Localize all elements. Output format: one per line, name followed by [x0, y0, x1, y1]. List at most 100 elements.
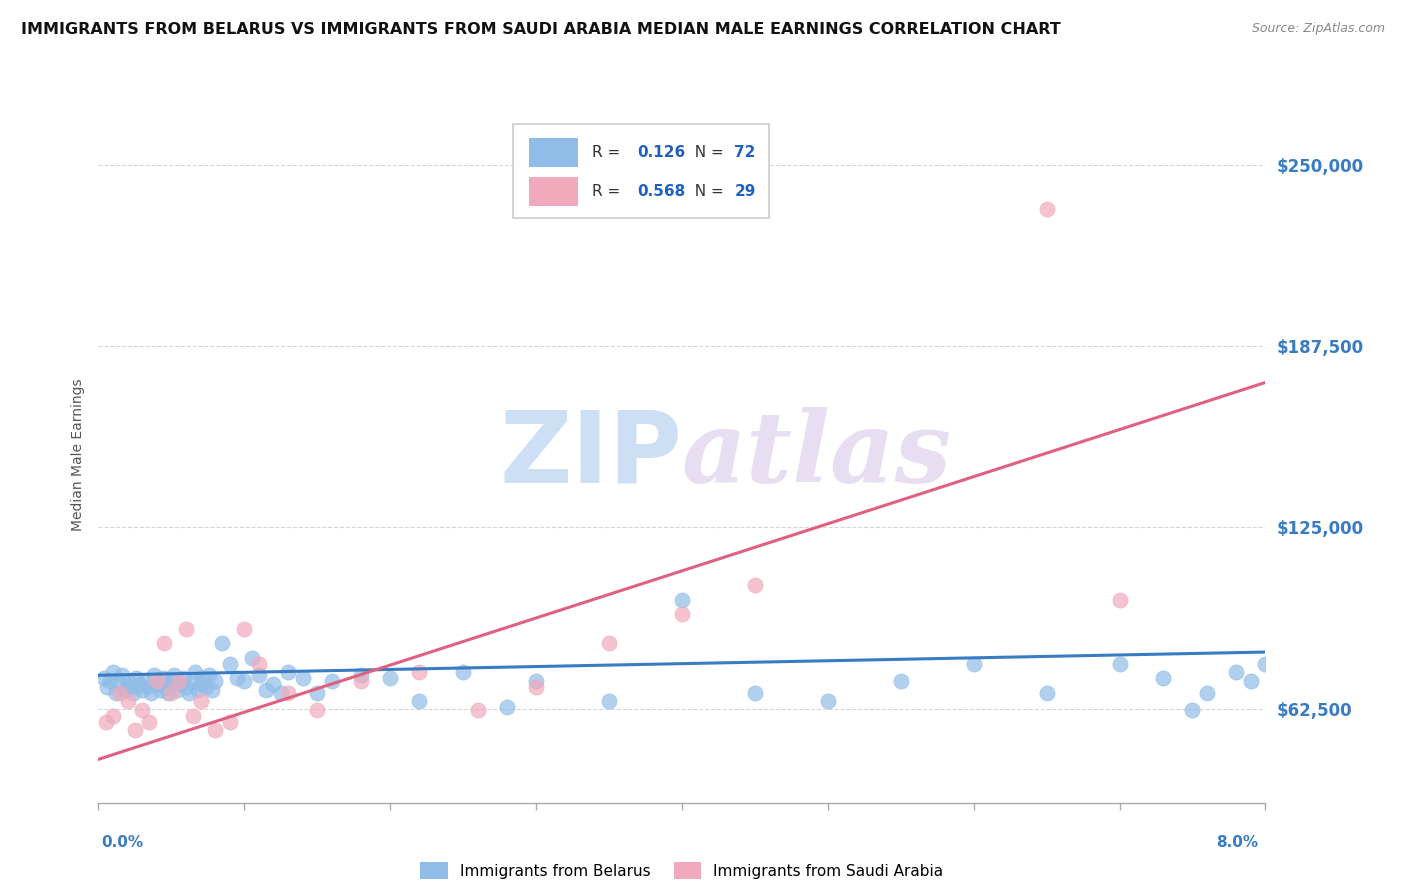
Point	[142, 668, 165, 682]
Point	[93, 671, 115, 685]
Point	[183, 665, 205, 680]
Point	[160, 674, 183, 689]
Point	[134, 674, 156, 689]
FancyBboxPatch shape	[529, 177, 578, 206]
Point	[744, 685, 766, 699]
Point	[149, 682, 172, 697]
Point	[153, 636, 176, 650]
Point	[270, 685, 292, 699]
Point	[524, 674, 547, 689]
Text: 8.0%: 8.0%	[1216, 836, 1258, 850]
Point	[155, 680, 177, 694]
Point	[138, 714, 160, 729]
Point	[1254, 657, 1277, 671]
Point	[190, 694, 212, 708]
Point	[1035, 685, 1057, 699]
Point	[307, 703, 329, 717]
Point	[262, 677, 284, 691]
Point	[744, 578, 766, 592]
Point	[180, 674, 202, 689]
Point	[98, 674, 121, 689]
Point	[890, 674, 912, 689]
Text: ZIP: ZIP	[499, 407, 682, 503]
Text: IMMIGRANTS FROM BELARUS VS IMMIGRANTS FROM SAUDI ARABIA MEDIAN MALE EARNINGS COR: IMMIGRANTS FROM BELARUS VS IMMIGRANTS FR…	[21, 22, 1062, 37]
Point	[195, 680, 218, 694]
Point	[291, 671, 314, 685]
Point	[166, 682, 188, 697]
Point	[408, 694, 430, 708]
Point	[524, 680, 547, 694]
Point	[163, 668, 186, 682]
Point	[1108, 592, 1130, 607]
Point	[204, 723, 226, 738]
Legend: Immigrants from Belarus, Immigrants from Saudi Arabia: Immigrants from Belarus, Immigrants from…	[415, 855, 949, 886]
Point	[247, 668, 270, 682]
Point	[96, 680, 118, 694]
Point	[350, 668, 373, 682]
Point	[124, 723, 146, 738]
Text: R =: R =	[592, 145, 626, 160]
Point	[131, 682, 153, 697]
Point	[146, 677, 169, 691]
Point	[1035, 202, 1057, 216]
Point	[172, 671, 194, 685]
Point	[174, 680, 197, 694]
Point	[218, 714, 240, 729]
Point	[111, 668, 134, 682]
Point	[307, 685, 329, 699]
Point	[1240, 674, 1263, 689]
Point	[157, 685, 180, 699]
Point	[962, 657, 984, 671]
Point	[226, 671, 249, 685]
Point	[247, 657, 270, 671]
Point	[495, 700, 517, 714]
Point	[160, 685, 183, 699]
Point	[201, 682, 224, 697]
Point	[181, 708, 204, 723]
Point	[817, 694, 839, 708]
Point	[117, 694, 139, 708]
Point	[211, 636, 233, 650]
Point	[187, 682, 209, 697]
FancyBboxPatch shape	[513, 124, 769, 219]
Point	[1225, 665, 1247, 680]
Text: 0.568: 0.568	[637, 184, 686, 199]
FancyBboxPatch shape	[529, 137, 578, 167]
Point	[104, 685, 127, 699]
Point	[177, 685, 200, 699]
Point	[94, 714, 117, 729]
Text: atlas: atlas	[682, 407, 952, 503]
Point	[101, 665, 124, 680]
Point	[277, 665, 299, 680]
Point	[467, 703, 489, 717]
Point	[139, 685, 162, 699]
Point	[350, 674, 373, 689]
Point	[1152, 671, 1174, 685]
Text: R =: R =	[592, 184, 626, 199]
Point	[671, 607, 693, 622]
Point	[1181, 703, 1204, 717]
Text: N =: N =	[685, 184, 730, 199]
Point	[136, 680, 159, 694]
Point	[598, 694, 620, 708]
Text: 72: 72	[734, 145, 756, 160]
Text: Source: ZipAtlas.com: Source: ZipAtlas.com	[1251, 22, 1385, 36]
Point	[233, 622, 256, 636]
Point	[110, 685, 132, 699]
Point	[131, 703, 153, 717]
Point	[108, 677, 131, 691]
Point	[451, 665, 474, 680]
Text: 0.0%: 0.0%	[101, 836, 143, 850]
Point	[598, 636, 620, 650]
Point	[128, 677, 150, 691]
Point	[190, 677, 212, 691]
Point	[101, 708, 124, 723]
Y-axis label: Median Male Earnings: Median Male Earnings	[70, 378, 84, 532]
Point	[1108, 657, 1130, 671]
Point	[193, 671, 215, 685]
Point	[122, 685, 145, 699]
Point	[198, 668, 221, 682]
Text: 0.126: 0.126	[637, 145, 686, 160]
Point	[114, 682, 136, 697]
Point	[321, 674, 343, 689]
